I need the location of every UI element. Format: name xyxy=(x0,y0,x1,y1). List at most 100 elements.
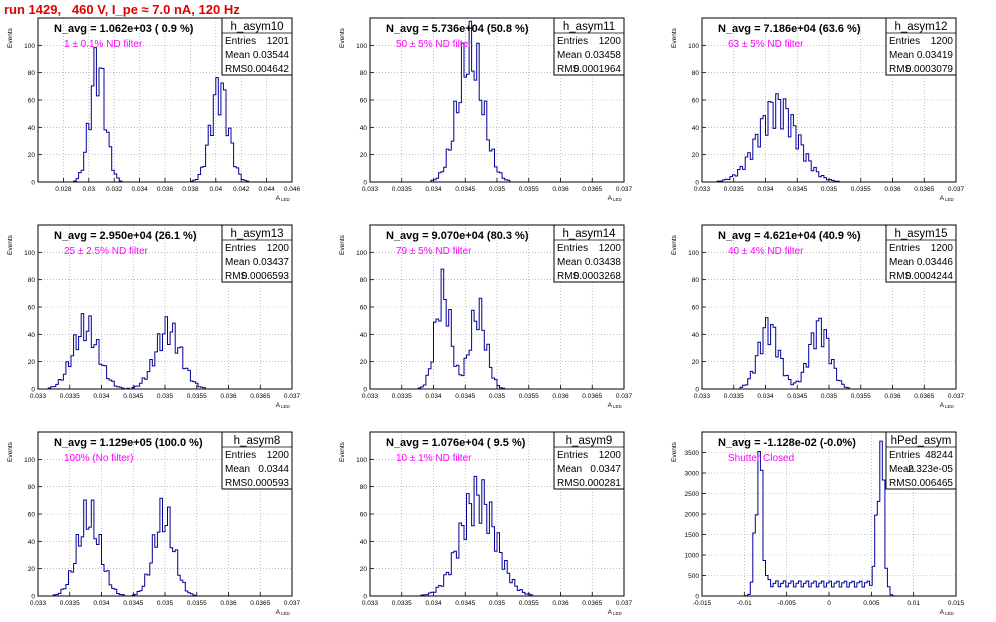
y-tick-label: 2500 xyxy=(685,491,700,498)
y-tick-label: 0 xyxy=(31,594,35,601)
x-axis-title: A xyxy=(940,195,945,202)
x-axis-title: A xyxy=(608,402,613,409)
stats-value: -2.323e-05 xyxy=(905,464,954,475)
stats-value: 0.0003079 xyxy=(906,64,954,75)
stats-value: 48244 xyxy=(925,450,953,461)
stats-key: Entries xyxy=(225,450,256,461)
y-tick-label: 0 xyxy=(695,387,699,394)
histogram-panel-h_asym14: 0.033 0.0335 0.034 0.0345 0.035 0.0355 0.036 0.… xyxy=(339,224,633,409)
stats-key: Entries xyxy=(225,36,256,47)
x-tick-label: 0.036 xyxy=(220,600,237,607)
y-tick-label: 40 xyxy=(28,539,36,546)
y-tick-label: 2000 xyxy=(685,512,700,519)
x-tick-label: 0.034 xyxy=(757,186,774,193)
histogram-panel-hPed_asym: -0.015 -0.01 -0.005 0 0.005 0.01 0.015 0 500 1000… xyxy=(671,431,965,616)
stats-value: 1200 xyxy=(267,243,290,254)
x-tick-label: 0.0355 xyxy=(519,186,539,193)
y-tick-label: 40 xyxy=(692,125,700,132)
stats-value: 1200 xyxy=(267,450,290,461)
stats-value: 0.0347 xyxy=(590,464,621,475)
y-tick-label: 0 xyxy=(363,387,367,394)
x-tick-label: 0.0355 xyxy=(187,600,207,607)
y-tick-label: 80 xyxy=(360,70,368,77)
stats-key: Entries xyxy=(225,243,256,254)
x-tick-label: 0.034 xyxy=(757,393,774,400)
stats-title: h_asym15 xyxy=(894,228,947,240)
stats-value: 1201 xyxy=(267,36,290,47)
x-tick-label: 0.038 xyxy=(182,186,199,193)
filter-label: 63 ± 5% ND filter xyxy=(728,39,804,50)
x-tick-label: 0.042 xyxy=(233,186,250,193)
x-tick-label: 0.036 xyxy=(884,186,901,193)
x-tick-label: 0.0345 xyxy=(123,600,143,607)
y-tick-label: 3000 xyxy=(685,471,700,478)
nav-header: N_avg = -1.128e-02 (-0.0%) xyxy=(718,437,856,449)
x-tick-label: 0.034 xyxy=(425,186,442,193)
filter-label: 1 ± 0.1% ND filter xyxy=(64,39,143,50)
x-tick-label: 0.036 xyxy=(157,186,174,193)
x-tick-label: 0.033 xyxy=(362,393,379,400)
stats-key: RMS xyxy=(557,478,580,489)
x-tick-label: 0.037 xyxy=(616,600,633,607)
stats-key: RMS xyxy=(889,478,912,489)
x-tick-label: 0.0365 xyxy=(250,393,270,400)
y-tick-label: 3500 xyxy=(685,450,700,457)
x-tick-label: 0.0355 xyxy=(519,600,539,607)
y-tick-label: 20 xyxy=(360,566,368,573)
x-tick-label: 0.0335 xyxy=(392,393,412,400)
filter-label: 50 ± 5% ND filter xyxy=(396,39,472,50)
x-tick-label: 0.036 xyxy=(552,393,569,400)
x-tick-label: 0.04 xyxy=(209,186,222,193)
stats-box xyxy=(553,224,625,283)
x-tick-label: 0.035 xyxy=(489,186,506,193)
filter-label: 100% (No filter) xyxy=(64,453,133,464)
stats-title: h_asym9 xyxy=(566,435,613,447)
x-tick-label: 0.0335 xyxy=(60,393,80,400)
stats-key: Mean xyxy=(889,257,914,268)
x-tick-label: 0.0335 xyxy=(60,600,80,607)
x-tick-label: 0.005 xyxy=(863,600,880,607)
stats-key: Entries xyxy=(889,450,920,461)
stats-value: 0.0001964 xyxy=(574,64,622,75)
x-tick-label: 0.0365 xyxy=(914,186,934,193)
x-tick-label: 0.035 xyxy=(821,186,838,193)
stats-value: 1200 xyxy=(599,36,622,47)
y-tick-label: 40 xyxy=(360,125,368,132)
histogram-line xyxy=(370,475,624,597)
y-tick-label: 40 xyxy=(28,125,36,132)
x-tick-label: 0.0355 xyxy=(851,393,871,400)
stats-value: 0.004642 xyxy=(247,64,289,75)
y-tick-label: 100 xyxy=(688,43,699,50)
stats-key: RMS xyxy=(225,64,248,75)
run-title: run 1429, 460 V, I_pe ≈ 7.0 nA, 120 Hz xyxy=(4,2,240,17)
y-tick-label: 100 xyxy=(356,457,367,464)
y-tick-label: 100 xyxy=(24,457,35,464)
x-tick-label: 0.046 xyxy=(284,186,301,193)
stats-key: Entries xyxy=(557,243,588,254)
nav-header: N_avg = 4.621e+04 (40.9 %) xyxy=(718,230,861,242)
x-axis-title: A xyxy=(608,195,613,202)
stats-value: 1200 xyxy=(599,243,622,254)
stats-value: 0.03437 xyxy=(253,257,290,268)
x-tick-label: -0.01 xyxy=(737,600,752,607)
stats-value: 0.0003268 xyxy=(574,271,622,282)
x-tick-label: 0.01 xyxy=(907,600,920,607)
x-tick-label: 0.0365 xyxy=(582,600,602,607)
filter-label: 40 ± 4% ND filter xyxy=(728,246,804,257)
x-tick-label: 0.034 xyxy=(425,393,442,400)
stats-key: Entries xyxy=(889,36,920,47)
x-tick-label: 0.0365 xyxy=(914,393,934,400)
x-tick-label: 0.033 xyxy=(362,600,379,607)
x-tick-label: 0.036 xyxy=(552,186,569,193)
x-tick-label: 0.037 xyxy=(948,186,965,193)
nav-header: N_avg = 1.129e+05 (100.0 %) xyxy=(54,437,203,449)
x-tick-label: 0.036 xyxy=(552,600,569,607)
stats-value: 1200 xyxy=(599,450,622,461)
y-tick-label: 0 xyxy=(695,594,699,601)
x-tick-label: 0.035 xyxy=(157,600,174,607)
x-axis-title: A xyxy=(940,402,945,409)
y-axis-title: Events xyxy=(671,441,678,462)
stats-key: Mean xyxy=(889,464,914,475)
stats-box xyxy=(221,224,293,283)
